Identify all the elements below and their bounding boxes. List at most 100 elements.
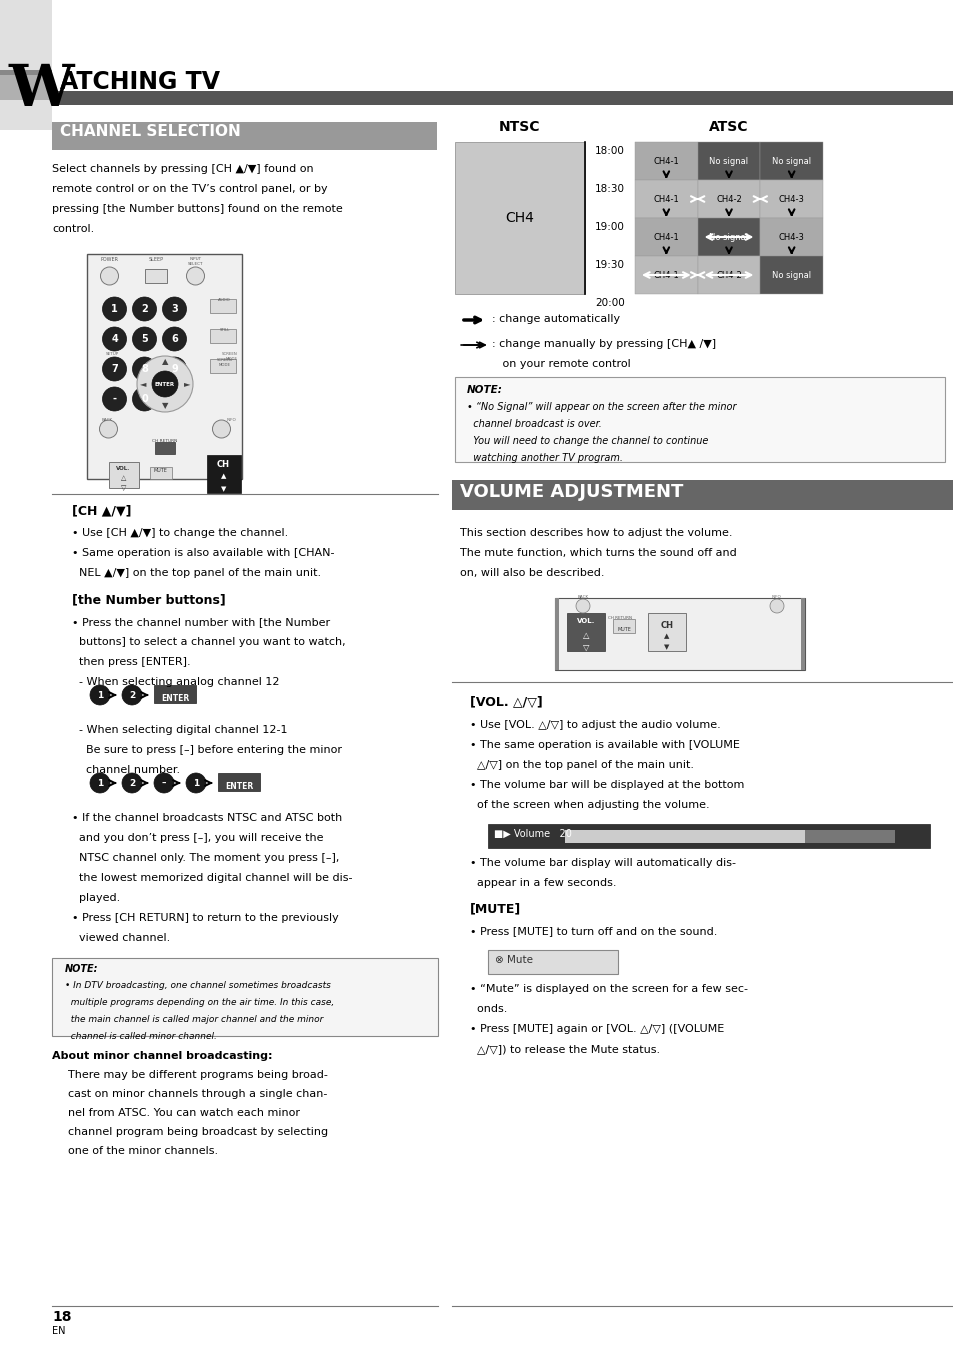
Text: • Press the channel number with [the Number: • Press the channel number with [the Num…: [71, 617, 330, 627]
Text: 1: 1: [193, 779, 199, 787]
Text: 19:30: 19:30: [595, 260, 624, 270]
Circle shape: [90, 772, 110, 793]
Bar: [635, 256, 697, 294]
Circle shape: [122, 685, 142, 705]
Bar: [564, 830, 804, 842]
Bar: [697, 218, 760, 256]
Text: • Press [CH RETURN] to return to the previously: • Press [CH RETURN] to return to the pre…: [71, 913, 338, 923]
Text: one of the minor channels.: one of the minor channels.: [68, 1146, 218, 1157]
Text: viewed channel.: viewed channel.: [71, 933, 170, 944]
Text: –: –: [162, 779, 166, 787]
Text: multiple programs depending on the air time. In this case,: multiple programs depending on the air t…: [65, 998, 334, 1007]
Text: This section describes how to adjust the volume.: This section describes how to adjust the…: [459, 528, 732, 538]
Text: SETUP: SETUP: [106, 352, 118, 356]
Text: ATCHING TV: ATCHING TV: [60, 70, 220, 94]
Text: There may be different programs being broad-: There may be different programs being br…: [68, 1070, 328, 1080]
Text: About minor channel broadcasting:: About minor channel broadcasting:: [52, 1051, 273, 1061]
Text: SLEEP: SLEEP: [149, 257, 164, 262]
Circle shape: [132, 357, 156, 381]
Text: ▲: ▲: [663, 634, 669, 639]
Text: NOTE:: NOTE:: [467, 386, 502, 395]
Bar: [613, 619, 635, 634]
Circle shape: [102, 357, 127, 381]
Bar: [218, 772, 260, 791]
Bar: [455, 377, 944, 462]
Text: CH4-2: CH4-2: [716, 194, 741, 204]
Text: • “Mute” is displayed on the screen for a few sec-: • “Mute” is displayed on the screen for …: [470, 984, 747, 993]
Text: ▲: ▲: [162, 357, 168, 367]
Text: channel program being broadcast by selecting: channel program being broadcast by selec…: [68, 1127, 328, 1136]
Text: - When selecting analog channel 12: - When selecting analog channel 12: [71, 677, 279, 687]
Bar: [488, 950, 618, 975]
Bar: [0, 70, 52, 100]
Text: • Use [VOL. △/▽] to adjust the audio volume.: • Use [VOL. △/▽] to adjust the audio vol…: [470, 720, 720, 731]
Text: watching another TV program.: watching another TV program.: [467, 453, 622, 462]
Text: • Use [CH ▲/▼] to change the channel.: • Use [CH ▲/▼] to change the channel.: [71, 528, 288, 538]
Text: ENTER: ENTER: [154, 381, 175, 387]
Text: • In DTV broadcasting, one channel sometimes broadcasts: • In DTV broadcasting, one channel somet…: [65, 981, 331, 989]
Text: 9: 9: [171, 364, 177, 373]
Text: : change manually by pressing [CH▲ /▼]: : change manually by pressing [CH▲ /▼]: [492, 338, 716, 349]
Text: • The volume bar will be displayed at the bottom: • The volume bar will be displayed at th…: [470, 780, 743, 790]
Bar: [555, 599, 558, 670]
Text: EN: EN: [52, 1326, 66, 1336]
Text: 19:00: 19:00: [595, 222, 624, 232]
Bar: [206, 456, 240, 493]
Text: SCREEN
MODE: SCREEN MODE: [216, 359, 233, 367]
Text: NTSC: NTSC: [498, 120, 540, 133]
Text: CH4-1: CH4-1: [653, 156, 679, 166]
Circle shape: [100, 267, 118, 284]
Text: • “No Signal” will appear on the screen after the minor: • “No Signal” will appear on the screen …: [467, 402, 736, 412]
Text: : change automatically: : change automatically: [492, 314, 619, 324]
Circle shape: [153, 772, 173, 793]
Text: ▽: ▽: [121, 485, 126, 491]
Text: on, will also be described.: on, will also be described.: [459, 568, 604, 578]
Text: control.: control.: [52, 224, 94, 235]
Bar: [801, 599, 804, 670]
Circle shape: [132, 297, 156, 321]
Text: MUTE: MUTE: [617, 627, 630, 632]
Text: channel is called minor channel.: channel is called minor channel.: [65, 1033, 216, 1041]
Circle shape: [102, 328, 127, 350]
Text: No signal: No signal: [771, 271, 810, 279]
Bar: [455, 142, 584, 294]
Circle shape: [102, 297, 127, 321]
Text: • The volume bar display will automatically dis-: • The volume bar display will automatica…: [470, 857, 735, 868]
Text: ▼: ▼: [663, 644, 669, 650]
Circle shape: [576, 599, 589, 613]
Text: 3: 3: [171, 305, 177, 314]
Text: 4: 4: [111, 334, 118, 344]
Text: and you don’t press [–], you will receive the: and you don’t press [–], you will receiv…: [71, 833, 323, 842]
Bar: [697, 142, 760, 181]
Bar: [635, 181, 697, 218]
Text: 8: 8: [141, 364, 148, 373]
Text: ▽: ▽: [582, 643, 589, 652]
Bar: [566, 613, 604, 651]
Text: 18:30: 18:30: [595, 183, 624, 194]
Text: AUDIO: AUDIO: [218, 298, 231, 302]
Text: △: △: [582, 631, 589, 640]
Text: VOLUME ADJUSTMENT: VOLUME ADJUSTMENT: [459, 483, 682, 501]
Text: • The same operation is available with [VOLUME: • The same operation is available with […: [470, 740, 740, 749]
Bar: [564, 830, 894, 842]
Text: No signal: No signal: [709, 156, 748, 166]
Bar: [635, 142, 697, 181]
Text: CH4-1: CH4-1: [653, 194, 679, 204]
Circle shape: [162, 357, 186, 381]
Text: BACK: BACK: [101, 418, 112, 422]
Bar: [697, 181, 760, 218]
Bar: [211, 329, 236, 342]
Bar: [146, 270, 168, 283]
Text: CH4-3: CH4-3: [778, 194, 803, 204]
Text: 6: 6: [171, 334, 177, 344]
Bar: [760, 256, 822, 294]
Text: [the Number buttons]: [the Number buttons]: [71, 593, 226, 607]
Text: 1: 1: [111, 305, 118, 314]
Text: You will need to change the channel to continue: You will need to change the channel to c…: [467, 435, 708, 446]
Bar: [88, 253, 242, 479]
Text: • Press [MUTE] again or [VOL. △/▽] ([VOLUME: • Press [MUTE] again or [VOL. △/▽] ([VOL…: [470, 1024, 723, 1034]
Text: CH RETURN: CH RETURN: [152, 439, 177, 443]
Text: • Same operation is also available with [CHAN-: • Same operation is also available with …: [71, 549, 335, 558]
Text: pressing [the Number buttons] found on the remote: pressing [the Number buttons] found on t…: [52, 204, 342, 214]
Bar: [760, 142, 822, 181]
